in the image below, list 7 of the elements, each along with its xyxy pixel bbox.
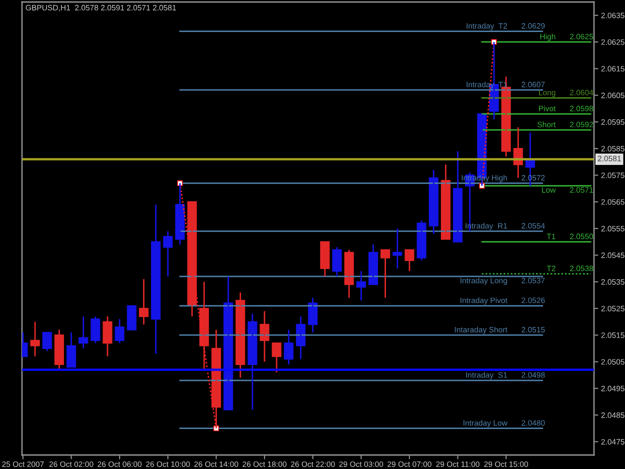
candlestick (332, 246, 342, 278)
candlestick (416, 220, 426, 262)
point (177, 180, 183, 186)
point (491, 39, 497, 45)
candlestick (102, 316, 112, 358)
candlestick (30, 321, 40, 358)
candlestick (126, 305, 136, 330)
